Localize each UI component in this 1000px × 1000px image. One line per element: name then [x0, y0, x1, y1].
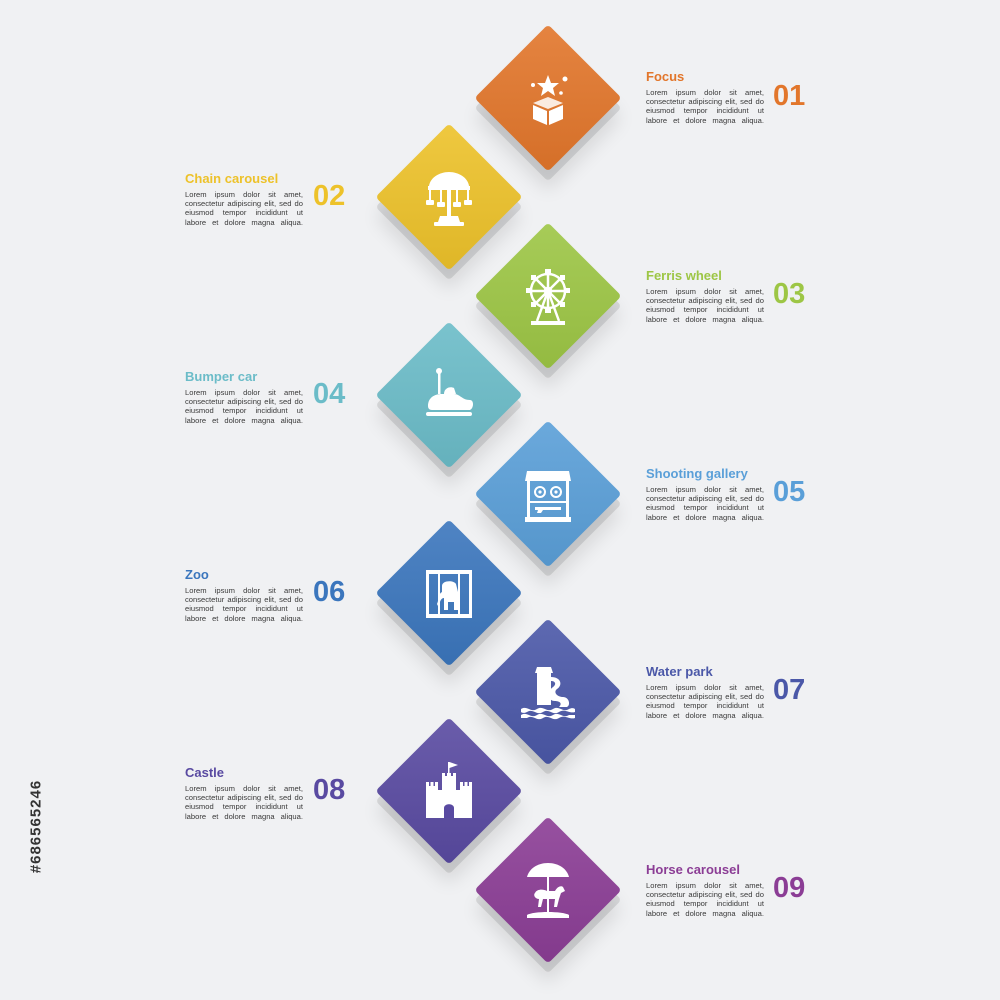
step-4-text: Bumper car Lorem ipsum dolor sit amet, c… [185, 369, 305, 425]
step-3-text: Ferris wheel Lorem ipsum dolor sit amet,… [646, 268, 766, 324]
step-1-text: Focus Lorem ipsum dolor sit amet, consec… [646, 69, 766, 125]
horse-carousel-icon [513, 855, 583, 925]
step-9-text: Horse carousel Lorem ipsum dolor sit ame… [646, 862, 766, 918]
step-number: 02 [313, 180, 346, 212]
step-3: Ferris wheel Lorem ipsum dolor sit amet,… [0, 221, 1000, 371]
step-8: Castle Lorem ipsum dolor sit amet, conse… [0, 716, 1000, 866]
step-7-diamond [474, 618, 622, 766]
step-4: Bumper car Lorem ipsum dolor sit amet, c… [0, 320, 1000, 470]
step-description: Lorem ipsum dolor sit amet, consectetur … [185, 784, 303, 821]
step-1: Focus Lorem ipsum dolor sit amet, consec… [0, 23, 1000, 173]
step-7: Water park Lorem ipsum dolor sit amet, c… [0, 617, 1000, 767]
castle-icon [414, 756, 484, 826]
step-number: 03 [773, 278, 806, 310]
step-6: Zoo Lorem ipsum dolor sit amet, consecte… [0, 518, 1000, 668]
bumper-car-icon [414, 360, 484, 430]
step-1-diamond [474, 24, 622, 172]
step-2: Chain carousel Lorem ipsum dolor sit ame… [0, 122, 1000, 272]
zoo-cage-icon [414, 558, 484, 628]
step-2-diamond [375, 123, 523, 271]
step-title: Castle [185, 765, 225, 780]
step-3-diamond [474, 222, 622, 370]
step-number: 05 [773, 476, 806, 508]
step-6-text: Zoo Lorem ipsum dolor sit amet, consecte… [185, 567, 305, 623]
step-title: Zoo [185, 567, 209, 582]
ferris-wheel-icon [513, 261, 583, 331]
step-description: Lorem ipsum dolor sit amet, consectetur … [646, 881, 764, 918]
step-description: Lorem ipsum dolor sit amet, consectetur … [185, 388, 303, 425]
step-2-text: Chain carousel Lorem ipsum dolor sit ame… [185, 171, 305, 227]
step-title: Bumper car [185, 369, 258, 384]
step-9: Horse carousel Lorem ipsum dolor sit ame… [0, 815, 1000, 965]
step-5-text: Shooting gallery Lorem ipsum dolor sit a… [646, 466, 766, 522]
side-image-id: #686565246 [27, 779, 45, 874]
step-title: Horse carousel [646, 862, 740, 877]
step-number: 08 [313, 774, 346, 806]
step-6-diamond [375, 519, 523, 667]
step-description: Lorem ipsum dolor sit amet, consectetur … [646, 683, 764, 720]
chain-carousel-icon [414, 162, 484, 232]
step-8-text: Castle Lorem ipsum dolor sit amet, conse… [185, 765, 305, 821]
step-description: Lorem ipsum dolor sit amet, consectetur … [185, 190, 303, 227]
step-number: 06 [313, 576, 346, 608]
step-title: Water park [646, 664, 713, 679]
step-number: 01 [773, 80, 806, 112]
step-number: 07 [773, 674, 806, 706]
step-9-diamond [474, 816, 622, 964]
step-5-diamond [474, 420, 622, 568]
step-8-diamond [375, 717, 523, 865]
step-title: Shooting gallery [646, 466, 748, 481]
step-number: 09 [773, 872, 806, 904]
step-description: Lorem ipsum dolor sit amet, consectetur … [646, 88, 764, 125]
shooting-gallery-icon [513, 459, 583, 529]
step-number: 04 [313, 378, 346, 410]
step-description: Lorem ipsum dolor sit amet, consectetur … [185, 586, 303, 623]
step-title: Chain carousel [185, 171, 279, 186]
step-title: Ferris wheel [646, 268, 722, 283]
step-description: Lorem ipsum dolor sit amet, consectetur … [646, 287, 764, 324]
water-slide-icon [513, 657, 583, 727]
step-7-text: Water park Lorem ipsum dolor sit amet, c… [646, 664, 766, 720]
step-title: Focus [646, 69, 685, 84]
step-4-diamond [375, 321, 523, 469]
magic-box-icon [513, 63, 583, 133]
step-5: Shooting gallery Lorem ipsum dolor sit a… [0, 419, 1000, 569]
step-description: Lorem ipsum dolor sit amet, consectetur … [646, 485, 764, 522]
